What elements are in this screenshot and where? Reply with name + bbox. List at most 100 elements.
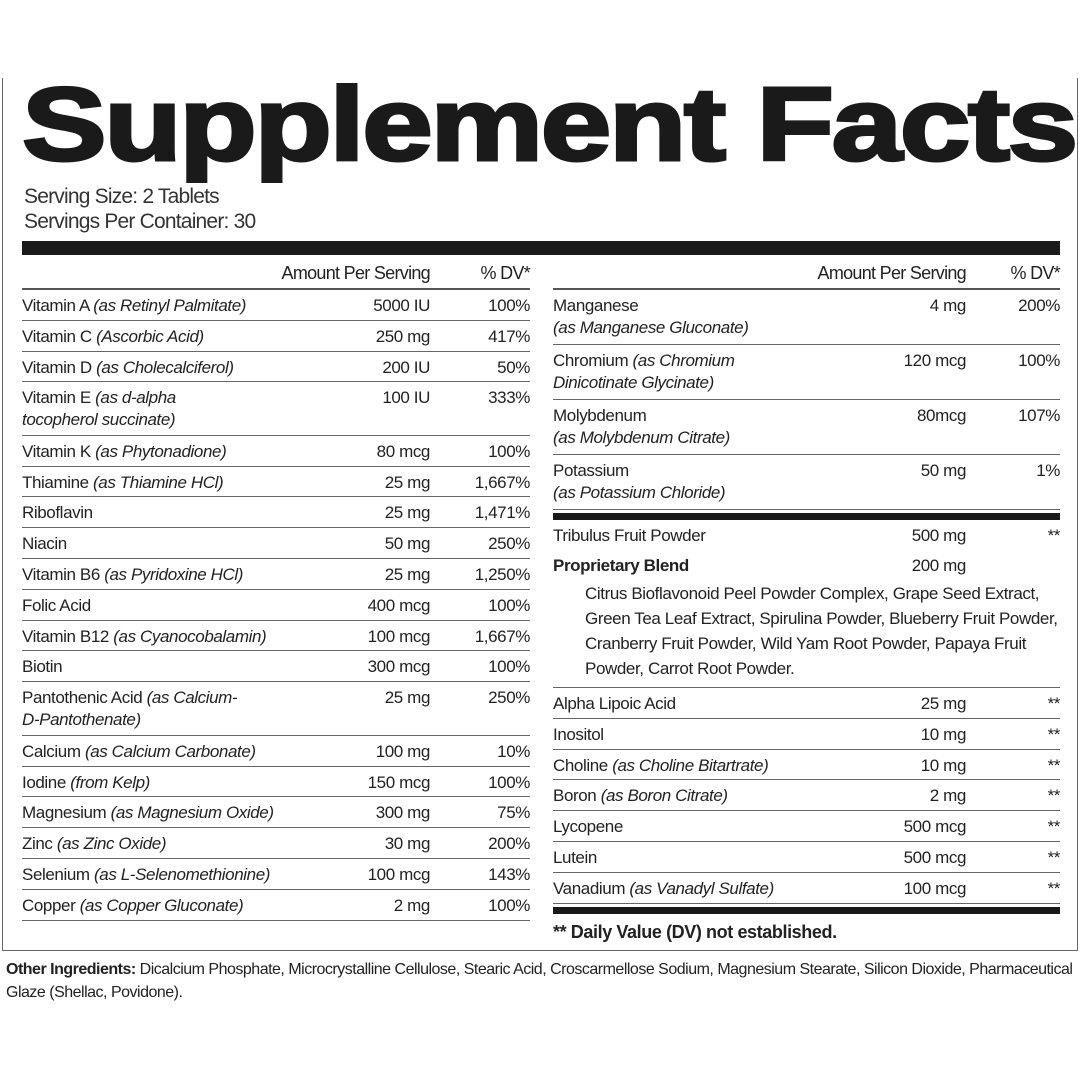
- nutrient-label: Vitamin B12: [22, 626, 109, 646]
- nutrient-amount: 25 mg: [920, 694, 967, 713]
- nutrient-amount: 100 IU: [382, 388, 430, 408]
- table-row: Inositol 10 mg **: [553, 719, 1060, 750]
- nutrient-form: (as Magnesium Oxide): [110, 803, 274, 823]
- nutrient-amount: 100 mcg: [367, 626, 431, 646]
- table-row: Vitamin B6 (as Pyridoxine HCl) 25 mg 1,250…: [22, 559, 530, 590]
- nutrient-label: Biotin: [22, 657, 63, 677]
- nutrient-dv: 143%: [488, 864, 530, 884]
- nutrient-form: (as Cyanocobalamin): [113, 626, 267, 646]
- nutrient-label: Niacin: [22, 534, 67, 554]
- nutrient-label: Choline: [553, 755, 608, 775]
- nutrient-label: Copper: [22, 895, 76, 915]
- table-row: Vitamin E (as d-alpha tocopherol succina…: [22, 382, 530, 436]
- nutrient-dv: 200%: [488, 834, 530, 854]
- table-row: Folic Acid 400 mcg 100%: [22, 590, 530, 621]
- nutrient-dv: 333%: [488, 388, 530, 408]
- table-row: Tribulus Fruit Powder 500 mg **: [553, 520, 1060, 550]
- nutrient-name: Vitamin C (Ascorbic Acid): [22, 326, 290, 348]
- nutrient-form: (from Kelp): [70, 772, 150, 792]
- dv-header: % DV*: [1010, 263, 1060, 283]
- divider-bar: [22, 241, 1060, 255]
- nutrient-form: (as Potassium Chloride): [553, 483, 726, 502]
- table-row: Riboflavin 25 mg 1,471%: [22, 497, 530, 529]
- nutrient-name: Potassium (as Potassium Chloride): [553, 460, 826, 504]
- nutrient-amount: 25 mg: [384, 503, 431, 523]
- nutrient-form: (Ascorbic Acid): [96, 326, 204, 346]
- table-row: Lycopene 500 mcg **: [553, 811, 1060, 842]
- table-row: Vitamin A (as Retinyl Palmitate) 5000 IU 1…: [22, 290, 530, 321]
- nutrient-amount: 120 mcg: [903, 351, 967, 370]
- nutrient-name: Niacin: [22, 533, 290, 555]
- table-row: Biotin 300 mcg 100%: [22, 651, 530, 683]
- nutrient-form: (as Cholecalciferol): [96, 357, 234, 377]
- other-ingredients-label: Other Ingredients:: [6, 961, 136, 978]
- nutrient-label: Lutein: [553, 847, 597, 867]
- nutrient-label: Iodine: [22, 772, 66, 792]
- nutrient-name: Alpha Lipoic Acid: [553, 693, 826, 715]
- nutrient-amount: 25 mg: [384, 688, 431, 708]
- nutrient-dv: 100%: [488, 895, 530, 915]
- nutrient-label: Alpha Lipoic Acid: [553, 694, 676, 713]
- nutrient-dv: 1,250%: [474, 565, 531, 585]
- nutrient-amount: 30 mg: [384, 834, 431, 854]
- nutrient-amount: 150 mcg: [367, 772, 431, 792]
- table-row: Potassium (as Potassium Chloride) 50 mg 1%: [553, 455, 1060, 510]
- nutrient-form: (as d-alpha tocopherol succinate): [22, 388, 176, 430]
- table-row: Niacin 50 mg 250%: [22, 528, 530, 560]
- nutrient-label: Magnesium: [22, 803, 107, 823]
- nutrient-name: Vitamin A (as Retinyl Palmitate): [22, 295, 290, 317]
- nutrient-name: Vitamin B6 (as Pyridoxine HCl): [22, 564, 290, 586]
- nutrient-name: Vitamin D (as Cholecalciferol): [22, 357, 290, 379]
- nutrient-amount: 300 mcg: [367, 657, 431, 677]
- panel-title: Supplement Facts: [20, 66, 1080, 185]
- nutrient-amount: 25 mg: [384, 472, 431, 492]
- nutrient-label: Potassium: [553, 461, 629, 480]
- nutrient-name: Lycopene: [553, 816, 826, 838]
- divider-bar: [553, 906, 1060, 914]
- table-header: Amount Per Serving % DV*: [22, 262, 531, 290]
- nutrient-label: Molybdenum: [553, 406, 647, 425]
- table-row: Vitamin K (as Phytonadione) 80 mcg 100%: [22, 436, 530, 467]
- nutrient-dv: **: [1047, 817, 1061, 837]
- nutrient-label: Vitamin E: [22, 388, 91, 408]
- table-row: Alpha Lipoic Acid 25 mg **: [553, 688, 1060, 719]
- nutrient-dv: **: [1047, 878, 1061, 898]
- nutrient-form: (as Retinyl Palmitate): [93, 296, 247, 315]
- nutrient-label: Manganese: [553, 296, 639, 315]
- nutrient-amount: 250 mg: [375, 326, 431, 346]
- nutrient-form: (as Manganese Gluconate): [553, 318, 749, 337]
- nutrient-amount: 25 mg: [384, 565, 431, 585]
- nutrient-label: Boron: [553, 786, 597, 806]
- table-row: Magnesium (as Magnesium Oxide) 300 mg 75%: [22, 797, 530, 829]
- nutrient-amount: 50 mg: [384, 534, 431, 554]
- nutrient-form: (as Choline Bitartrate): [612, 755, 769, 775]
- nutrient-dv: 250%: [488, 688, 530, 708]
- table-row: Vitamin D (as Cholecalciferol) 200 IU 50%: [22, 352, 530, 383]
- nutrient-name: Biotin: [22, 656, 290, 678]
- nutrient-name: Choline (as Choline Bitartrate): [553, 755, 826, 777]
- nutrient-form: (as Calcium Carbonate): [84, 741, 256, 761]
- nutrient-dv: 250%: [488, 534, 530, 554]
- nutrient-label: Vitamin D: [22, 357, 92, 377]
- nutrient-dv: 1,667%: [474, 626, 531, 646]
- nutrient-label: Pantothenic Acid: [22, 688, 143, 708]
- nutrient-amount: 2 mg: [929, 786, 967, 806]
- nutrient-amount: 500 mcg: [903, 817, 967, 837]
- nutrient-dv: **: [1047, 755, 1061, 775]
- nutrient-name: Riboflavin: [22, 502, 290, 524]
- nutrient-dv: 100%: [1018, 351, 1060, 370]
- nutrient-form: (as Chromium Dinicotinate Glycinate): [553, 351, 735, 392]
- amount-header: Amount Per Serving: [281, 263, 431, 283]
- nutrient-dv: 100%: [488, 595, 530, 615]
- nutrient-dv: 100%: [488, 657, 530, 677]
- nutrient-dv: 10%: [497, 741, 530, 761]
- nutrient-name: Copper (as Copper Gluconate): [22, 895, 290, 917]
- nutrient-dv: 107%: [1018, 406, 1060, 425]
- nutrient-name: Lutein: [553, 847, 826, 869]
- nutrient-name: Vitamin B12 (as Cyanocobalamin): [22, 626, 290, 648]
- nutrient-label: Riboflavin: [22, 503, 93, 523]
- nutrient-amount: 500 mcg: [903, 847, 967, 867]
- nutrient-amount: 10 mg: [920, 724, 967, 744]
- nutrient-label: Calcium: [22, 741, 81, 761]
- nutrient-amount: 50 mg: [920, 461, 967, 480]
